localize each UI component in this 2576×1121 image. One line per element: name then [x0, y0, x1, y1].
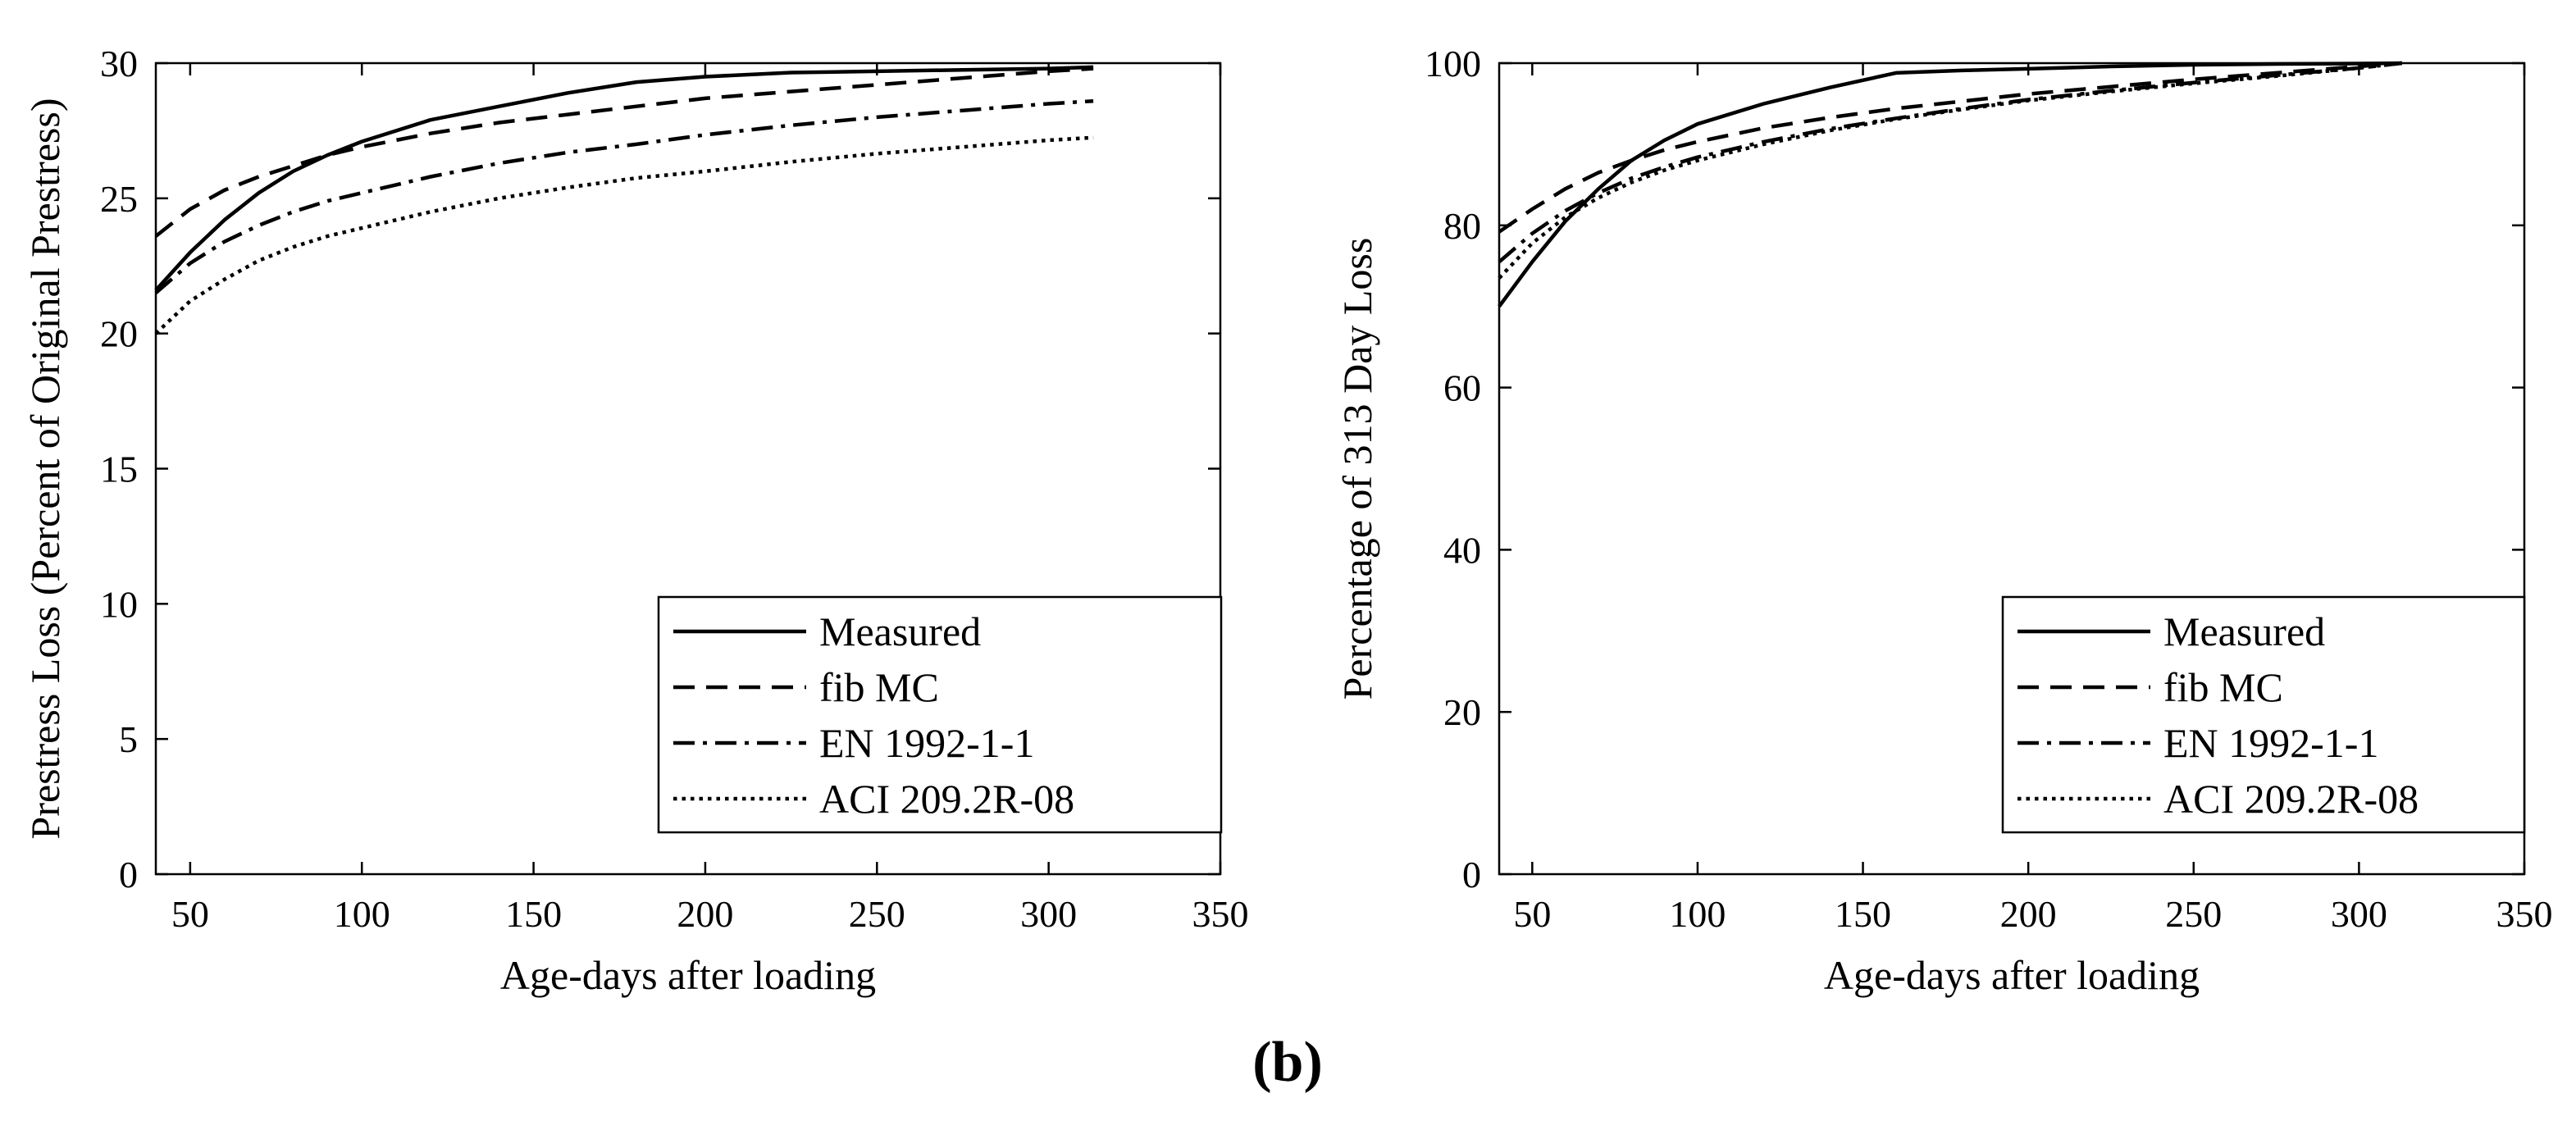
series-line-measured [1498, 61, 2402, 308]
x-axis-title: Age-days after loading [500, 952, 876, 998]
y-tick-label: 5 [119, 718, 138, 760]
legend-box [657, 595, 1223, 834]
y-tick-label: 20 [1443, 691, 1481, 733]
legend-box [2001, 595, 2526, 834]
x-tick-label: 50 [171, 893, 209, 935]
y-axis-title: Prestress Loss (Percent of Original Pres… [22, 98, 68, 840]
legend-label: ACI 209.2R-08 [2163, 776, 2419, 822]
series-line-en-1992-1-1 [1498, 61, 2403, 264]
legend-label: EN 1992-1-1 [2163, 720, 2378, 766]
x-tick-label: 150 [1835, 893, 1891, 935]
series-line-fib-mc [154, 66, 1094, 238]
y-tick-label: 40 [1443, 529, 1481, 571]
legend: Measured fib MC EN 1992-1-1 ACI 209.2R-08 [2001, 595, 2526, 834]
y-tick-label: 80 [1443, 205, 1481, 247]
series-line-aci-209-2r-08 [1498, 61, 2403, 280]
y-tick-label: 0 [1462, 854, 1481, 895]
x-tick-label: 300 [2331, 893, 2387, 935]
x-tick-label: 150 [505, 893, 562, 935]
x-tick-label: 200 [677, 893, 733, 935]
legend-label: Measured [819, 608, 981, 654]
y-tick-label: 20 [100, 313, 138, 355]
series-line-aci-209-2r-08 [154, 135, 1094, 335]
y-tick-label: 15 [100, 449, 138, 490]
y-tick-label: 25 [100, 178, 138, 220]
x-axis-title: Age-days after loading [1824, 952, 2200, 998]
y-tick-label: 0 [119, 854, 138, 895]
y-tick-label: 10 [100, 583, 138, 625]
x-tick-label: 350 [1192, 893, 1249, 935]
y-tick-label: 30 [100, 43, 138, 84]
y-axis-title: Percentage of 313 Day Loss [1334, 238, 1380, 700]
legend-label: Measured [2163, 608, 2325, 654]
x-tick-label: 100 [1669, 893, 1726, 935]
x-tick-label: 300 [1020, 893, 1077, 935]
x-tick-label: 250 [849, 893, 905, 935]
legend-label: EN 1992-1-1 [819, 720, 1034, 766]
x-tick-label: 200 [2000, 893, 2057, 935]
legend: Measured fib MC EN 1992-1-1 ACI 209.2R-08 [657, 595, 1223, 834]
legend-label: fib MC [2163, 664, 2283, 710]
y-tick-label: 100 [1425, 43, 1481, 84]
x-tick-label: 50 [1513, 893, 1551, 935]
x-tick-label: 250 [2165, 893, 2222, 935]
legend-label: fib MC [819, 664, 939, 710]
x-tick-label: 100 [334, 893, 390, 935]
y-tick-label: 60 [1443, 367, 1481, 409]
chart-panel-1: 50 100 150 200 250 300 350 0 5 10 15 20 25 30 Age-days… [22, 43, 1249, 998]
figure-label: (b) [1252, 1031, 1323, 1094]
chart-panel-2: 50 100 150 200 250 300 350 0 20 40 60 80 100 Age-days… [1334, 43, 2553, 998]
x-tick-label: 350 [2496, 893, 2553, 935]
series-line-measured [154, 65, 1094, 292]
series-line-fib-mc [1498, 61, 2402, 234]
legend-label: ACI 209.2R-08 [819, 776, 1074, 822]
series-line-en-1992-1-1 [154, 98, 1094, 294]
plot-frame [1498, 62, 2526, 876]
